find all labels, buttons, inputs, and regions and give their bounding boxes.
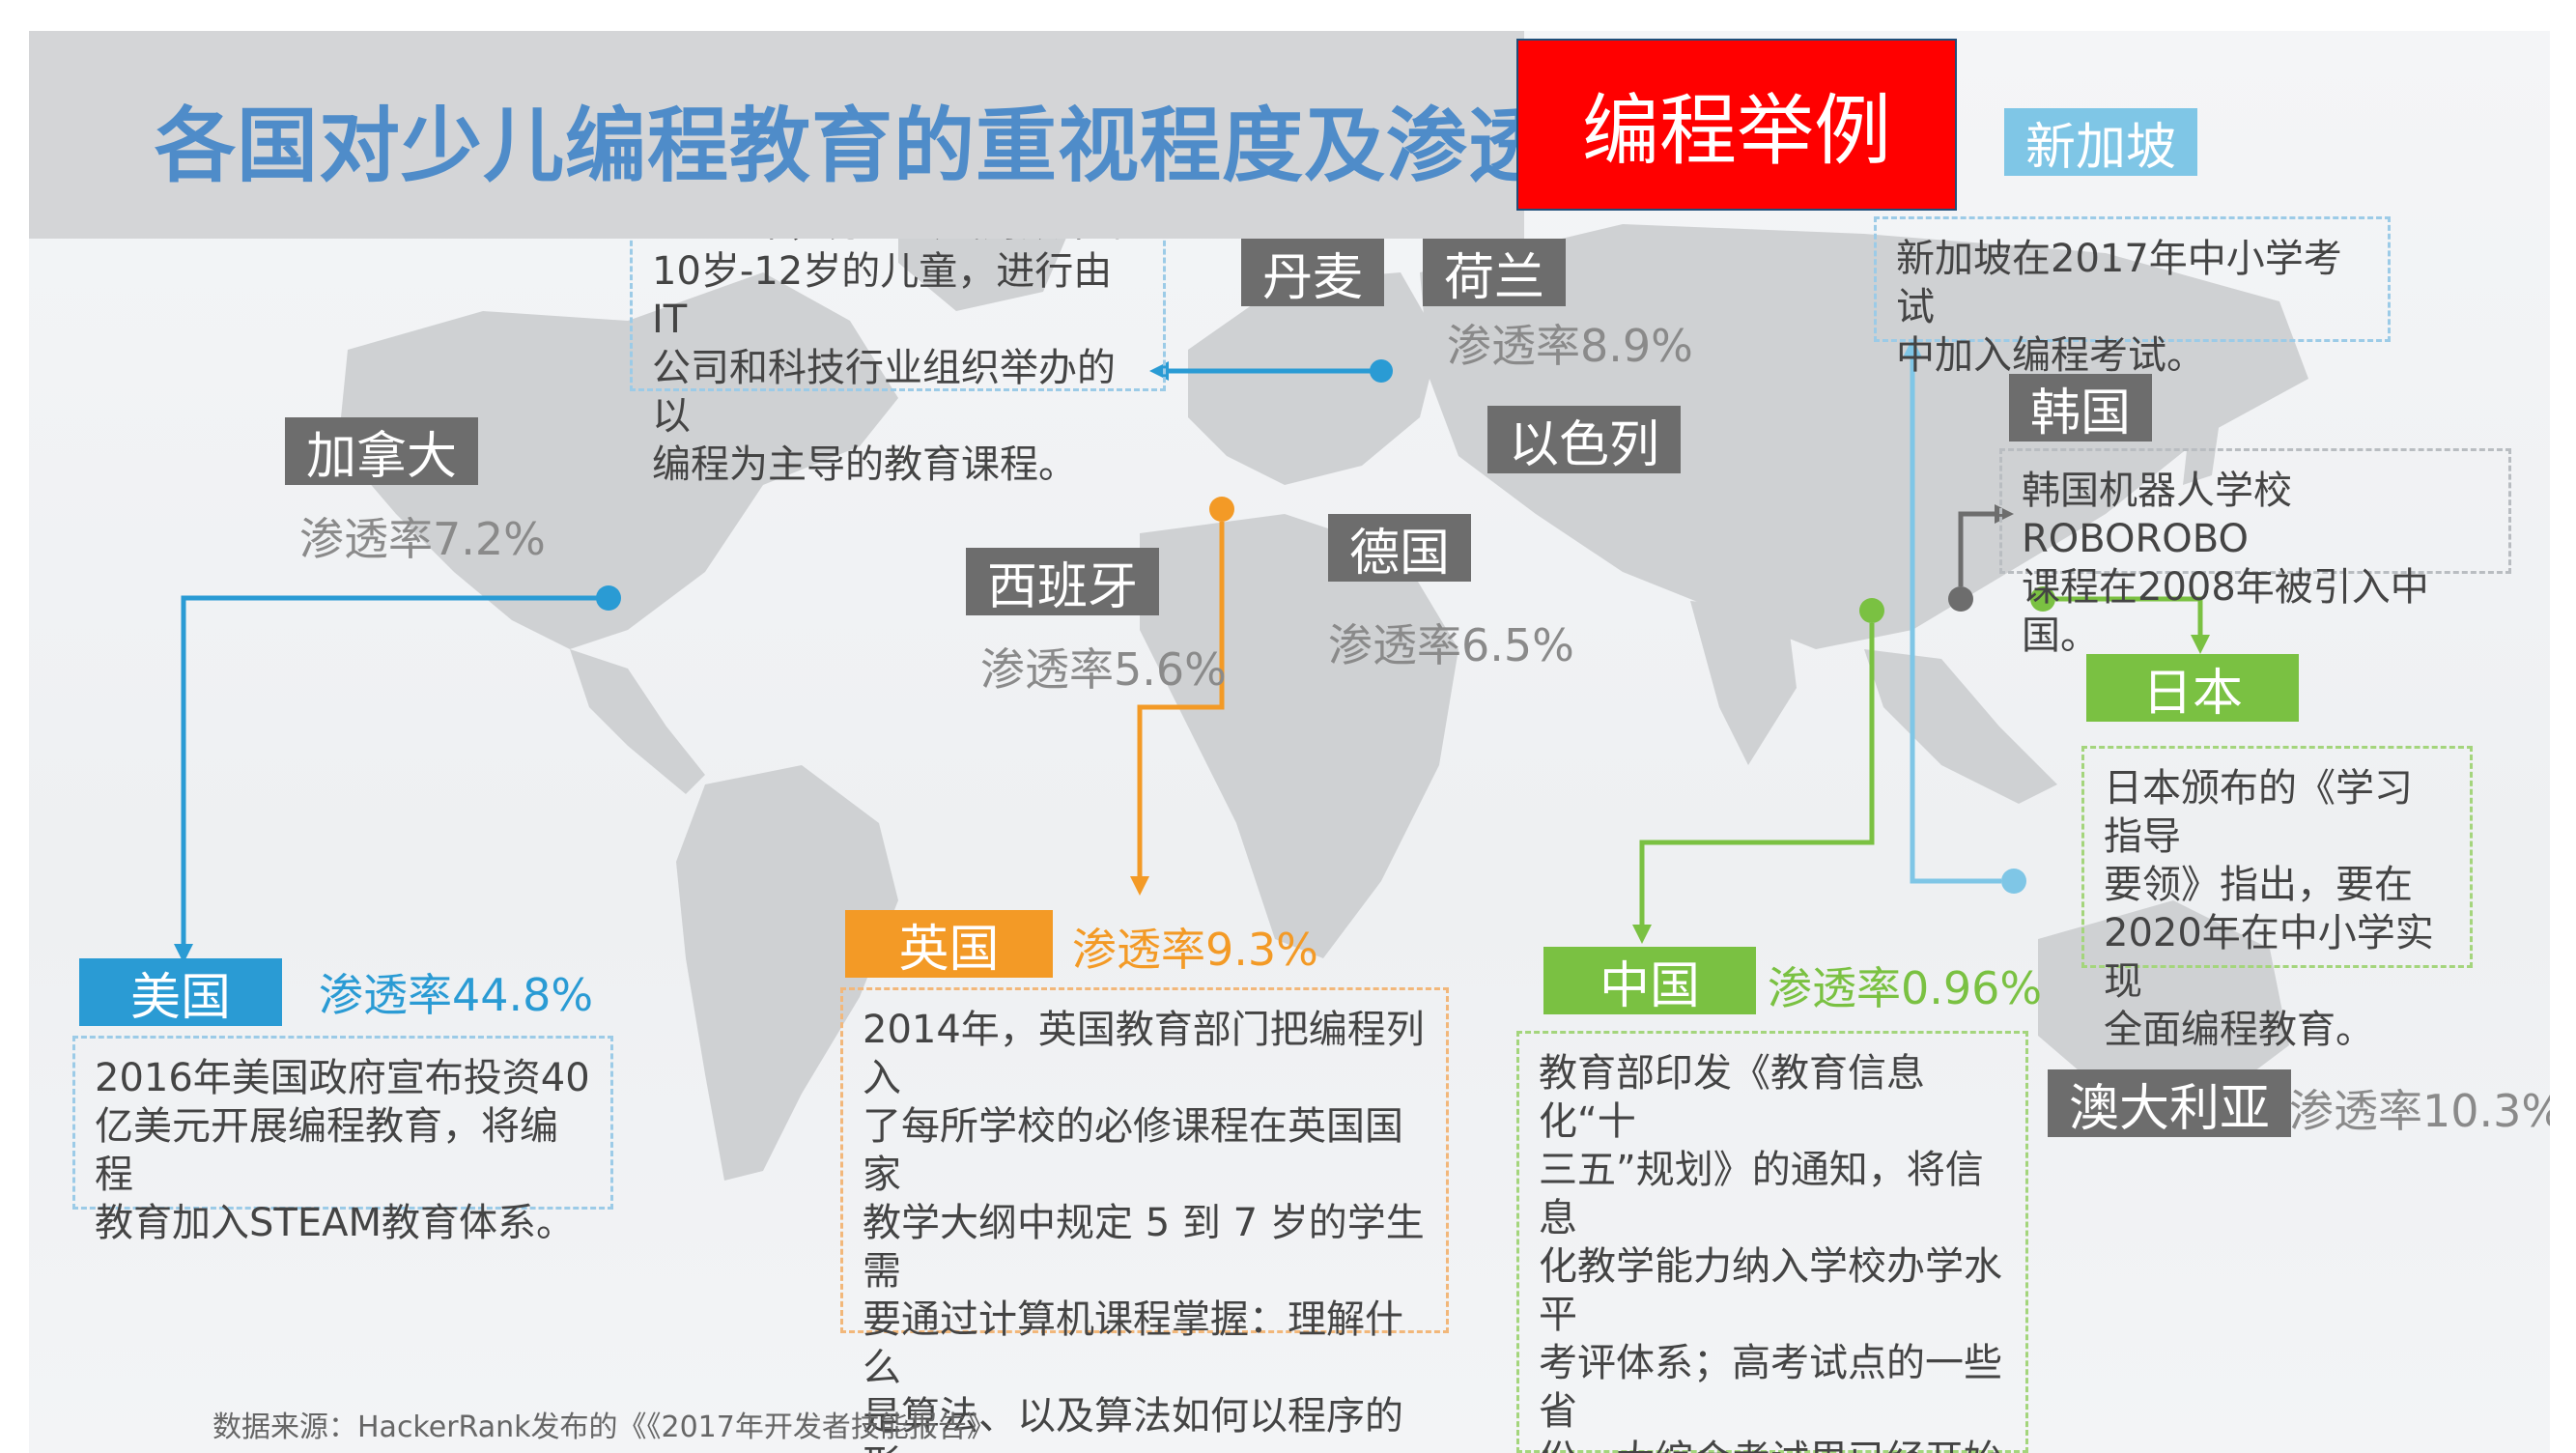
usa-label: 美国: [79, 958, 282, 1027]
usa-arrowhead: [174, 944, 193, 963]
usa-rate: 渗透率44.8%: [319, 969, 594, 1021]
uk-label: 英国: [845, 910, 1053, 979]
singapore-description: 新加坡在2017年中小学考试 中加入编程考试。: [1874, 216, 2391, 378]
japan-arrowhead: [2191, 635, 2210, 654]
japan-shape: [2183, 398, 2222, 485]
australia-shape: [2038, 900, 2289, 1103]
korea-connector: [1958, 511, 1999, 586]
world-map: [174, 176, 2308, 1181]
southeast-asia-shape: [1864, 649, 2057, 804]
japan-dot: [2030, 586, 2055, 612]
canada-label: 加拿大: [285, 417, 479, 486]
germany-label: 德国: [1328, 514, 1472, 583]
denmark-dot: [1370, 359, 1393, 383]
spain-label: 西班牙: [966, 548, 1160, 616]
israel-label: 以色列: [1487, 406, 1682, 474]
usa-dot: [596, 585, 621, 611]
netherlands-rate: 渗透率8.9%: [1447, 320, 1693, 372]
title-band: [29, 31, 1524, 239]
north-america-shape: [338, 272, 898, 649]
china-rate: 渗透率0.96%: [1768, 962, 2043, 1014]
japan-connector: [2055, 596, 2203, 640]
canada-rate: 渗透率7.2%: [299, 513, 546, 565]
singapore-arrowhead: [1903, 338, 1922, 357]
usa-connector: [181, 595, 597, 949]
singapore-dot: [2001, 869, 2026, 894]
asia-shape: [1420, 224, 2308, 649]
japan-description: 日本颁布的《学习指导 要领》指出，要在 2020年在中小学实现 全面编程教育。: [2081, 746, 2473, 1052]
central-america-shape: [570, 649, 705, 794]
netherlands-label: 荷兰: [1423, 239, 1567, 307]
china-connector: [1639, 623, 1875, 929]
korea-label: 韩国: [2009, 374, 2153, 442]
australia-rate: 渗透率10.3%: [2289, 1085, 2550, 1137]
uk-arrowhead: [1130, 876, 1149, 896]
korea-description: 韩国机器人学校 ROBOROBO 课程在2008年被引入中国。: [1999, 448, 2511, 658]
data-source: 数据来源：HackerRank发布的《《2017年开发者技能报告》: [212, 1410, 996, 1444]
singapore-label: 新加坡: [2004, 108, 2198, 177]
page-title: 各国对少儿编程教育的重视程度及渗透率: [155, 99, 1633, 193]
korea-dot: [1948, 586, 1973, 612]
infographic-canvas: 2015年，芬兰尝试对数十个 10岁-12岁的儿童，进行由IT 公司和科技行业组…: [29, 31, 2550, 1453]
uk-description: 2014年，英国教育部门把编程列入 了每所学校的必修课程在英国国家 教学大纲中规…: [840, 987, 1449, 1453]
usa-description: 2016年美国政府宣布投资40 亿美元开展编程教育，将编程 教育加入STEAM教…: [72, 1036, 613, 1245]
uk-connector: [1137, 522, 1225, 881]
uk-dot: [1209, 497, 1234, 522]
europe-shape: [1188, 272, 1439, 485]
china-label: 中国: [1543, 947, 1756, 1015]
india-shape: [1690, 601, 1797, 765]
uk-rate: 渗透率9.3%: [1072, 924, 1318, 976]
example-badge: 编程举例: [1516, 39, 1957, 211]
china-dot: [1859, 598, 1884, 623]
china-description: 教育部印发《教育信息化“十 三五”规划》的通知，将信息 化教学能力纳入学校办学水…: [1516, 1031, 2028, 1453]
china-arrowhead: [1632, 925, 1652, 944]
singapore-connector: [1910, 350, 2001, 884]
denmark-label: 丹麦: [1241, 239, 1385, 307]
south-america-shape: [676, 765, 898, 1181]
spain-rate: 渗透率5.6%: [980, 643, 1227, 696]
germany-rate: 渗透率6.5%: [1328, 619, 1574, 671]
japan-label: 日本: [2086, 654, 2299, 723]
australia-label: 澳大利亚: [2048, 1069, 2292, 1138]
